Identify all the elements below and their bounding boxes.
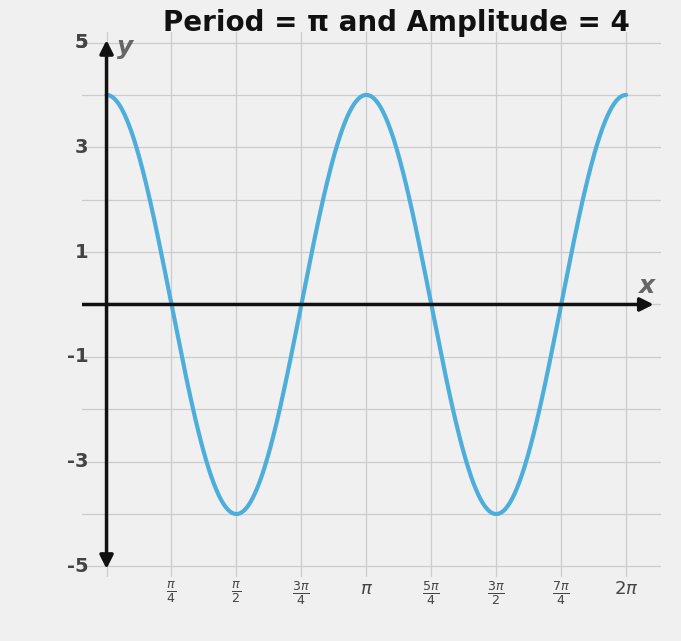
- Text: -3: -3: [67, 452, 89, 471]
- Text: $\pi$: $\pi$: [360, 579, 373, 597]
- Text: $\frac{3\pi}{2}$: $\frac{3\pi}{2}$: [488, 579, 505, 608]
- Text: 5: 5: [75, 33, 89, 52]
- Text: -5: -5: [67, 557, 89, 576]
- Text: 1: 1: [75, 242, 89, 262]
- Text: Period = π and Amplitude = 4: Period = π and Amplitude = 4: [163, 9, 629, 37]
- Text: y: y: [117, 35, 133, 59]
- Text: $\frac{5\pi}{4}$: $\frac{5\pi}{4}$: [422, 579, 440, 608]
- Text: $\frac{\pi}{4}$: $\frac{\pi}{4}$: [166, 579, 176, 605]
- Text: -1: -1: [67, 347, 89, 367]
- Text: $\frac{3\pi}{4}$: $\frac{3\pi}{4}$: [292, 579, 311, 608]
- Text: $\frac{7\pi}{4}$: $\frac{7\pi}{4}$: [552, 579, 570, 608]
- Text: 3: 3: [75, 138, 89, 157]
- Text: x: x: [638, 274, 654, 298]
- Text: $2\pi$: $2\pi$: [614, 579, 638, 597]
- Text: 5: 5: [75, 33, 89, 52]
- Text: $\frac{\pi}{2}$: $\frac{\pi}{2}$: [232, 579, 242, 605]
